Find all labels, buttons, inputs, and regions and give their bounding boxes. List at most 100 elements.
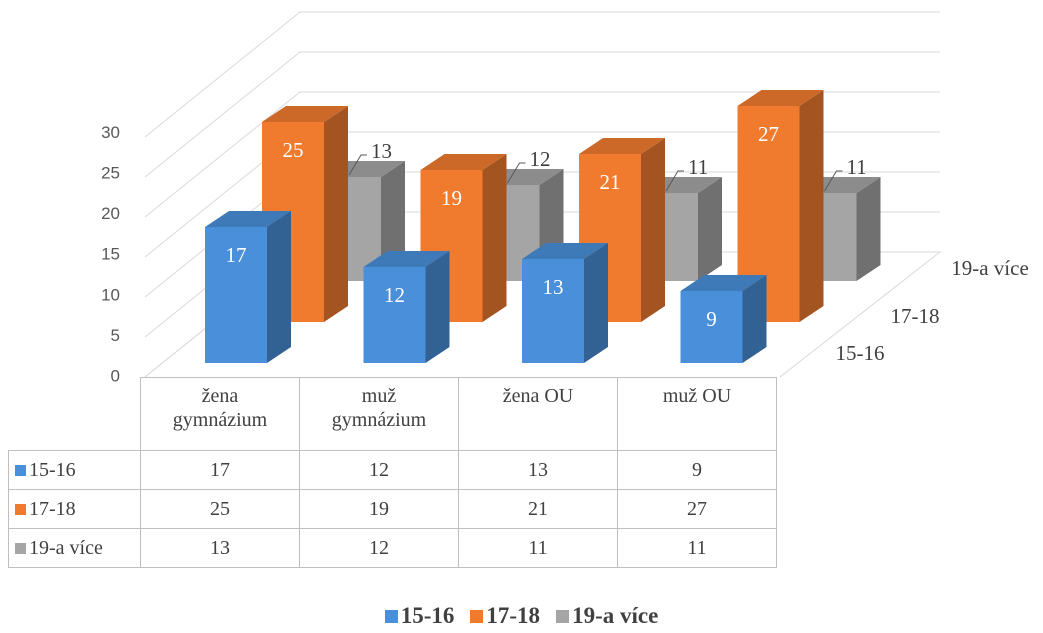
table-value: 25: [140, 489, 300, 529]
row-header: 15-16: [8, 450, 141, 490]
category-label: muž OU: [617, 377, 777, 451]
depth-label: 15-16: [836, 341, 885, 365]
y-tick-label: 25: [101, 163, 120, 182]
data-label: 13: [543, 275, 564, 299]
table-value: 9: [617, 450, 777, 490]
bar-side: [698, 177, 722, 281]
legend-item: 15-16: [384, 603, 455, 628]
bar-side: [584, 243, 608, 363]
grid-line: [144, 91, 940, 218]
table-value: 11: [458, 528, 618, 568]
bar-front: [680, 291, 743, 363]
row-header: 19-a více: [8, 528, 141, 568]
table-corner: [8, 377, 141, 451]
leader-line: [824, 170, 843, 192]
bar-side: [482, 154, 507, 322]
bar-top: [205, 211, 291, 227]
data-label: 9: [706, 307, 717, 331]
leader-line: [665, 170, 684, 192]
depth-label: 17-18: [891, 304, 940, 328]
table-value: 27: [617, 489, 777, 529]
grid-line: [144, 11, 940, 138]
data-label: 25: [283, 138, 304, 162]
y-tick-label: 10: [101, 285, 120, 304]
bar-top: [680, 275, 767, 291]
legend-label: 15-16: [400, 603, 455, 628]
series-name: 17-18: [29, 497, 76, 520]
bar-side: [425, 251, 450, 363]
table-value: 13: [458, 450, 618, 490]
data-label: 19: [441, 186, 462, 210]
data-label: 12: [530, 147, 551, 171]
bar-top: [262, 106, 348, 122]
data-label: 17: [226, 243, 247, 267]
bar-side: [267, 211, 291, 363]
bar-side: [856, 177, 881, 281]
category-label: muž gymnázium: [299, 377, 459, 451]
row-header: 17-18: [8, 489, 141, 529]
bar-top: [420, 154, 507, 170]
leader-line: [348, 154, 367, 176]
legend-key: [15, 503, 26, 515]
bar-front: [205, 227, 267, 363]
table-value: 11: [617, 528, 777, 568]
table-row: 17-18 25 19 21 27: [8, 489, 777, 529]
table-value: 17: [140, 450, 300, 490]
table-value: 12: [299, 528, 459, 568]
legend-key: [384, 610, 398, 623]
bar-side: [641, 138, 665, 322]
bar-front: [363, 267, 426, 363]
y-tick-label: 0: [111, 366, 120, 385]
bar: [262, 106, 348, 322]
data-label: 11: [688, 155, 708, 179]
bar: [522, 243, 608, 363]
y-tick-label: 15: [101, 245, 120, 264]
table-value: 19: [299, 489, 459, 529]
y-tick-label: 30: [101, 123, 120, 142]
category-label: žena gymnázium: [140, 377, 300, 451]
table-value: 21: [458, 489, 618, 529]
bar: [579, 138, 665, 322]
series-name: 19-a více: [29, 536, 103, 559]
bar-side: [742, 275, 767, 363]
category-label: žena OU: [458, 377, 618, 451]
table-value: 13: [140, 528, 300, 568]
legend-item: 19-a více: [556, 603, 658, 628]
table-value: 12: [299, 450, 459, 490]
legend-key: [15, 464, 26, 476]
data-label: 12: [384, 283, 405, 307]
data-label: 11: [847, 155, 867, 179]
table-row: 19-a více 13 12 11 11: [8, 528, 777, 568]
legend-label: 17-18: [486, 603, 541, 628]
y-tick-label: 20: [101, 204, 120, 223]
data-label: 27: [758, 122, 779, 146]
data-label: 13: [371, 139, 392, 163]
bar-top: [522, 243, 608, 259]
data-label: 21: [600, 170, 621, 194]
bar: [420, 154, 507, 322]
bar: [363, 251, 450, 363]
y-tick-label: 5: [111, 326, 120, 345]
legend-key: [470, 610, 484, 623]
bar-top: [579, 138, 665, 154]
bar: [680, 275, 767, 363]
bar-top: [363, 251, 450, 267]
bar-top: [737, 90, 824, 106]
legend-key: [15, 542, 26, 554]
bar: [205, 211, 291, 363]
legend-key: [556, 610, 570, 623]
bar-side: [799, 90, 824, 322]
grid-line: [144, 51, 940, 178]
legend: 15-16 17-18 19-a více: [0, 603, 1043, 629]
bar-side: [324, 106, 348, 322]
leader-line: [507, 162, 526, 184]
data-table: žena gymnázium muž gymnázium žena OU muž OU…: [8, 377, 777, 568]
table-header: žena gymnázium muž gymnázium žena OU muž OU: [8, 377, 777, 451]
legend-label: 19-a více: [572, 603, 659, 628]
depth-label: 19-a více: [951, 256, 1029, 280]
series-name: 15-16: [29, 458, 76, 481]
table-row: 15-16 17 12 13 9: [8, 450, 777, 490]
legend-item: 17-18: [470, 603, 540, 628]
bar-front: [522, 259, 584, 363]
